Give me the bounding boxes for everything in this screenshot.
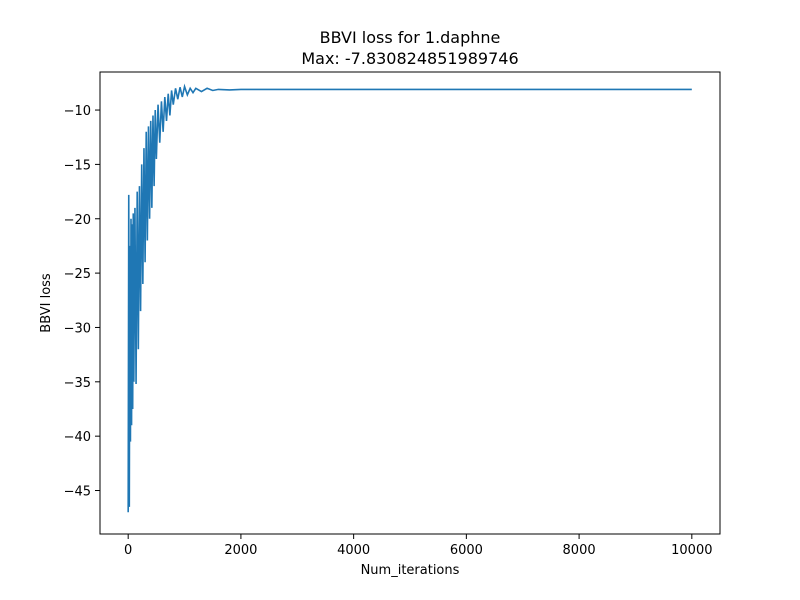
x-tick-label: 4000 — [337, 543, 370, 558]
x-tick-label: 10000 — [671, 543, 712, 558]
series-line-0 — [127, 83, 692, 513]
y-tick-label: −15 — [64, 158, 91, 173]
x-tick-label: 0 — [124, 543, 132, 558]
x-tick-label: 6000 — [450, 543, 483, 558]
y-axis-ticks: −45 −40 −35 −30 −25 −20 −15 −10 — [64, 104, 100, 500]
x-tick-label: 8000 — [563, 543, 596, 558]
y-tick-label: −45 — [64, 485, 91, 500]
plot-layer — [127, 83, 692, 513]
y-tick-label: −10 — [64, 104, 91, 119]
plot-frame — [99, 71, 721, 535]
y-tick-label: −40 — [64, 430, 91, 445]
x-axis-ticks: 0 2000 4000 6000 8000 10000 — [124, 534, 712, 558]
x-tick-label: 2000 — [224, 543, 257, 558]
y-tick-label: −20 — [64, 213, 91, 228]
y-tick-label: −30 — [64, 321, 91, 336]
x-axis-label: Num_iterations — [361, 563, 460, 578]
chart-title: BBVI loss for 1.daphne — [320, 28, 501, 47]
y-axis-label: BBVI loss — [39, 273, 54, 333]
y-tick-label: −25 — [64, 267, 91, 282]
y-tick-label: −35 — [64, 376, 91, 391]
chart-subtitle: Max: -7.830824851989746 — [301, 49, 518, 68]
